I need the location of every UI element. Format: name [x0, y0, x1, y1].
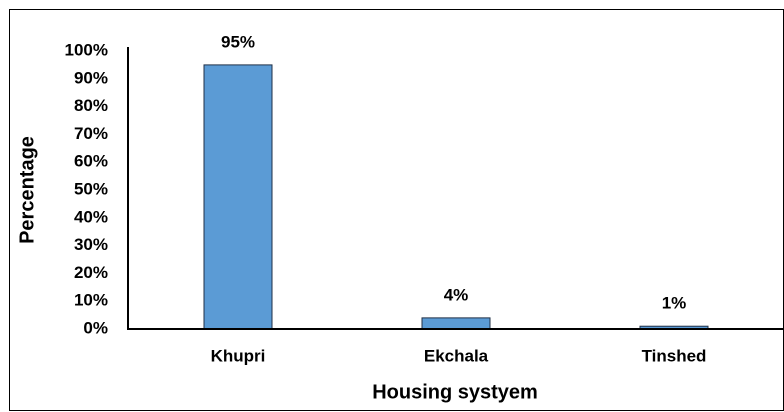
- y-tick-label: 50%: [74, 179, 108, 198]
- y-tick-label: 60%: [74, 152, 108, 171]
- bar: [421, 317, 491, 330]
- x-tick-label: Tinshed: [642, 346, 707, 365]
- y-tick-label: 90%: [74, 68, 108, 87]
- chart-border: [9, 9, 784, 411]
- value-label: 4%: [444, 285, 469, 304]
- y-tick-label: 100%: [65, 40, 108, 59]
- y-tick-label: 30%: [74, 235, 108, 254]
- x-tick-label: Ekchala: [424, 346, 489, 365]
- y-tick-label: 40%: [74, 207, 108, 226]
- value-label: 1%: [662, 294, 687, 313]
- y-tick-label: 0%: [83, 318, 108, 337]
- x-axis-label: Housing systyem: [372, 381, 538, 403]
- bar: [203, 64, 273, 330]
- y-tick-label: 20%: [74, 263, 108, 282]
- y-tick-label: 70%: [74, 124, 108, 143]
- y-tick-label: 80%: [74, 96, 108, 115]
- y-axis-label: Percentage: [16, 136, 38, 244]
- x-tick-label: Khupri: [211, 346, 266, 365]
- value-label: 95%: [221, 32, 255, 51]
- y-tick-label: 10%: [74, 291, 108, 310]
